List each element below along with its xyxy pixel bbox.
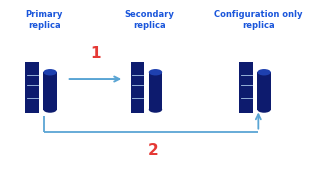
FancyBboxPatch shape — [25, 62, 39, 113]
Text: 1: 1 — [90, 46, 101, 61]
Text: Configuration only
replica: Configuration only replica — [214, 10, 303, 30]
Text: Secondary
replica: Secondary replica — [125, 10, 175, 30]
Text: Primary
replica: Primary replica — [26, 10, 63, 30]
Ellipse shape — [257, 106, 271, 113]
Ellipse shape — [149, 69, 162, 75]
FancyBboxPatch shape — [131, 62, 144, 113]
Ellipse shape — [43, 106, 57, 113]
FancyBboxPatch shape — [43, 72, 57, 110]
FancyBboxPatch shape — [257, 72, 271, 110]
Ellipse shape — [149, 106, 162, 113]
Ellipse shape — [257, 69, 271, 75]
FancyBboxPatch shape — [149, 72, 162, 110]
Text: 2: 2 — [148, 143, 158, 158]
FancyBboxPatch shape — [240, 62, 253, 113]
Ellipse shape — [43, 69, 57, 75]
